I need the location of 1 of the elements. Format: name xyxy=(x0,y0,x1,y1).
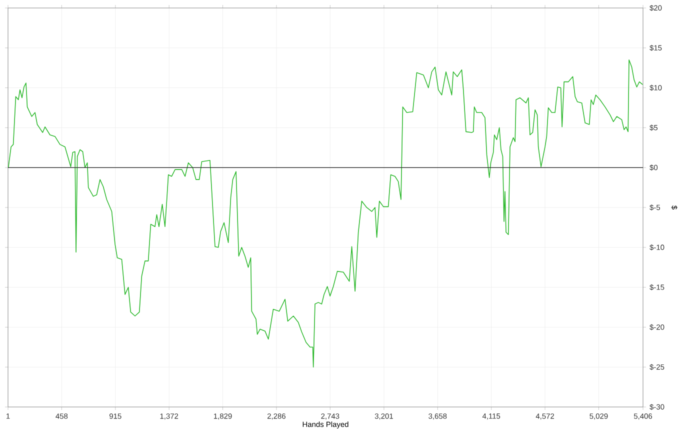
line-series xyxy=(8,59,644,368)
